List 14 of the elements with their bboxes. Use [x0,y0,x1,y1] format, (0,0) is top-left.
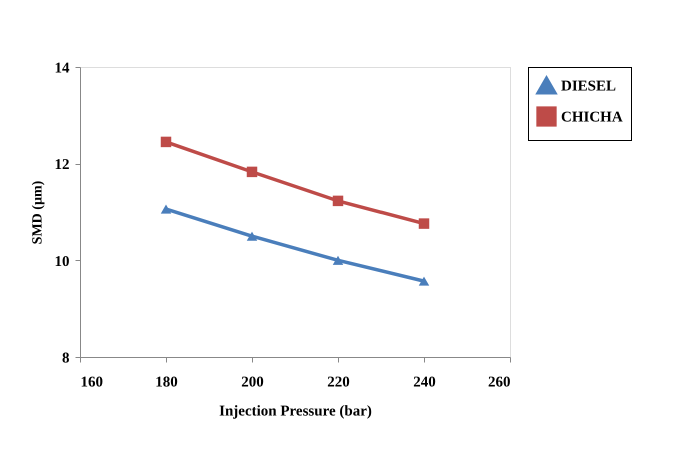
y-tick-label: 8 [62,350,70,366]
x-tick-label: 260 [488,374,510,390]
y-tick-label: 10 [54,254,70,270]
x-tick-label: 220 [327,374,350,390]
x-tick-label: 200 [241,374,264,390]
legend-label: CHICHA [561,110,623,126]
y-tick-label: 14 [54,60,70,76]
x-axis-title: Injection Pressure (bar) [219,404,372,420]
x-tick-label: 160 [80,374,103,390]
x-tick-label: 240 [413,374,436,390]
y-tick-label: 12 [54,157,70,174]
x-tick-label: 180 [155,374,178,390]
y-axis-title: SMD (µm) [30,180,46,244]
legend-label: DIESEL [561,78,616,94]
